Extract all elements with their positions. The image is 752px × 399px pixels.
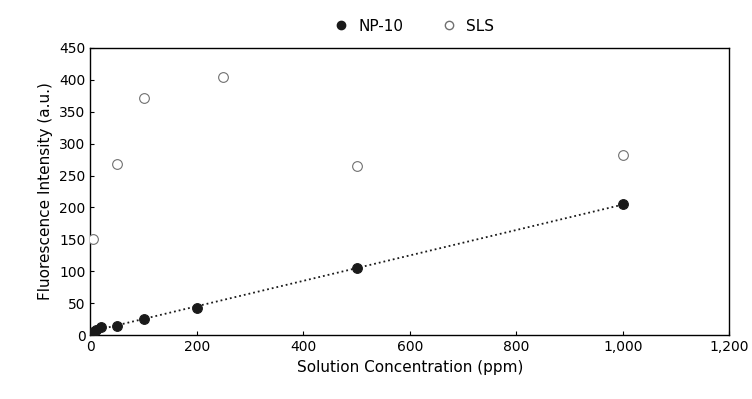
Point [350, 163, 362, 169]
Point [617, 152, 629, 158]
Point [95, 324, 107, 330]
X-axis label: Solution Concentration (ppm): Solution Concentration (ppm) [296, 359, 523, 375]
Point [89, 327, 102, 333]
Point [350, 265, 362, 271]
Point [111, 322, 123, 329]
Point [138, 316, 150, 322]
Point [87, 329, 99, 335]
Legend: NP-10, SLS: NP-10, SLS [320, 12, 500, 40]
Point [111, 161, 123, 167]
Point [217, 74, 229, 81]
Y-axis label: Fluorescence Intensity (a.u.): Fluorescence Intensity (a.u.) [38, 83, 53, 300]
Point [617, 201, 629, 207]
Point [191, 304, 203, 311]
Point [87, 236, 99, 243]
Point [138, 95, 150, 101]
